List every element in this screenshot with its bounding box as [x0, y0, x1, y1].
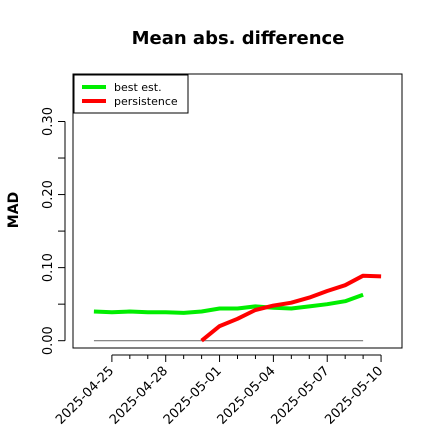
legend: best est.persistence — [73, 74, 189, 114]
legend-label-1: persistence — [114, 95, 178, 108]
x-tick-label-5: 2025-05-10 — [322, 364, 386, 428]
y-tick-label-0: 0.00 — [41, 326, 56, 355]
series-line-0 — [93, 292, 364, 315]
y-axis-label: MAD — [6, 192, 22, 228]
legend-box — [73, 74, 189, 114]
y-tick-label-3: 0.30 — [41, 107, 56, 136]
y-tick-label-1: 0.10 — [41, 253, 56, 282]
chart-title: Mean abs. difference — [132, 28, 345, 49]
y-axis: 0.00 0.10 0.20 0.30 — [41, 107, 66, 355]
y-tick-label-2: 0.20 — [41, 180, 56, 209]
series-layer — [93, 273, 382, 343]
plot-frame — [72, 73, 403, 349]
x-axis: 2025-04-252025-04-282025-05-012025-05-04… — [53, 354, 386, 428]
legend-label-0: best est. — [114, 81, 162, 94]
series-line-1 — [200, 273, 382, 343]
